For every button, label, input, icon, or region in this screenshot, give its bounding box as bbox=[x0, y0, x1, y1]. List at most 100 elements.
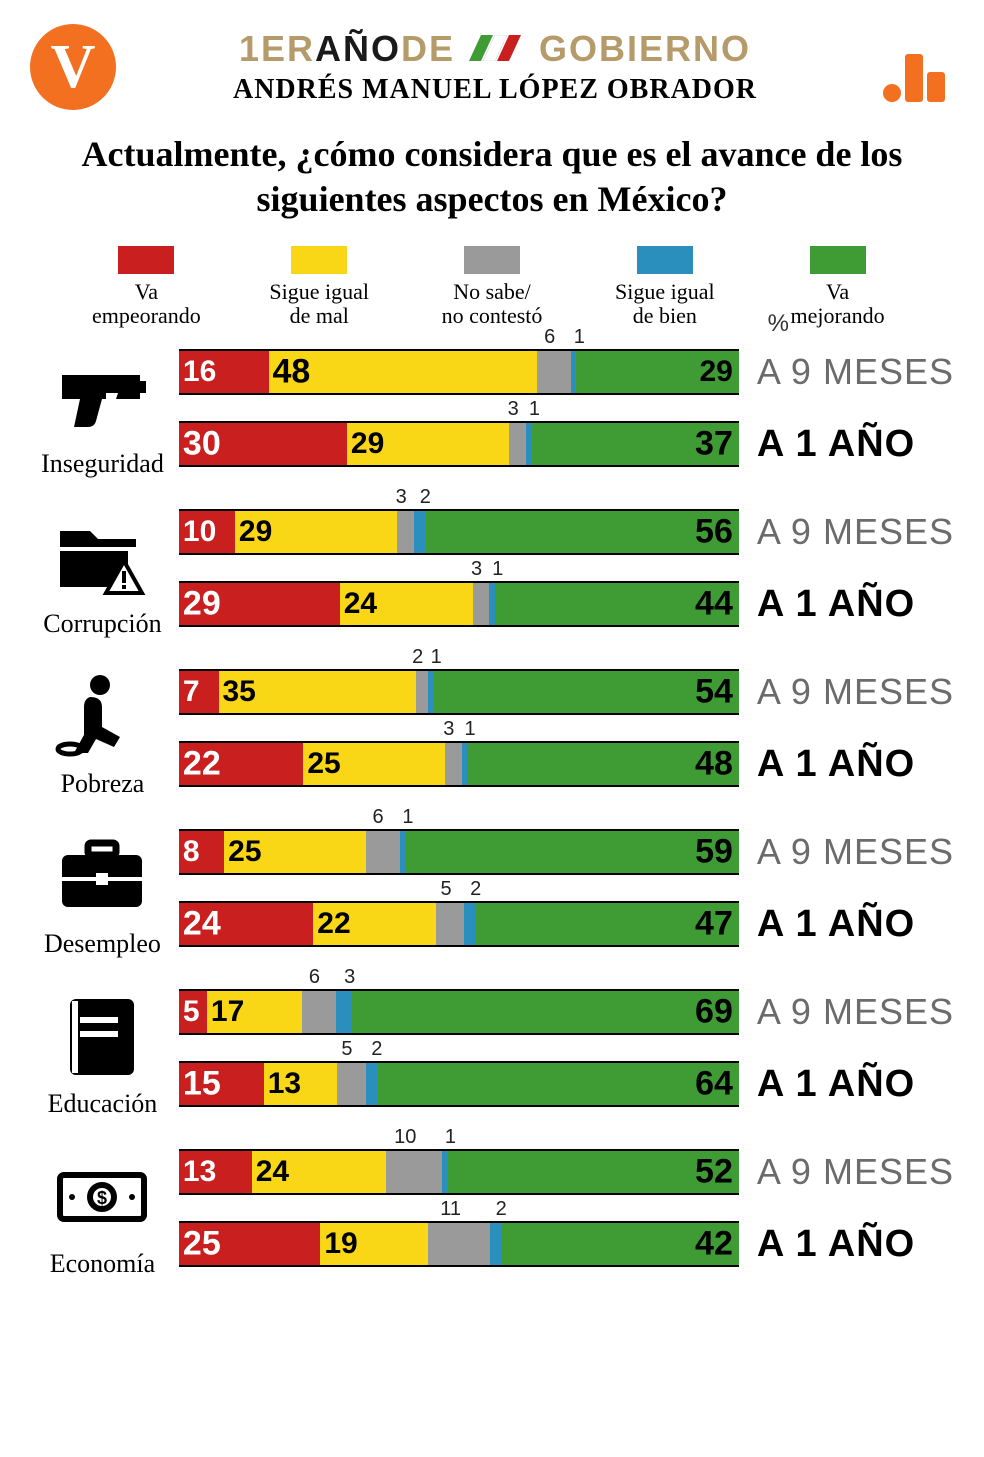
bar-segment: 52 bbox=[448, 1151, 739, 1193]
bar-segment: 25 bbox=[224, 831, 365, 873]
segment-value-end: 37 bbox=[695, 425, 733, 464]
segment-value-top: 6 bbox=[544, 326, 555, 349]
bar-segment: 10 bbox=[386, 1151, 442, 1193]
legend-swatch bbox=[464, 246, 520, 274]
bar-line: 5176369A 9 MESES bbox=[175, 986, 954, 1038]
topic-bars: 132410152A 9 MESES251911242A 1 AÑO bbox=[175, 1136, 954, 1290]
bar-segment: 24 bbox=[340, 583, 473, 625]
legend-label: Vaempeorando bbox=[60, 280, 233, 328]
bar-segment: 10 bbox=[179, 511, 235, 553]
topic-bars: 8256159A 9 MESES24225247A 1 AÑO bbox=[175, 816, 954, 970]
bar-segment: 6 bbox=[537, 351, 571, 393]
segment-value: 16 bbox=[183, 355, 216, 389]
topic-left: Corrupción bbox=[30, 507, 175, 639]
topic-left: Desempleo bbox=[30, 827, 175, 959]
segment-value: 10 bbox=[183, 515, 216, 549]
segment-value: 22 bbox=[183, 745, 221, 784]
segment-value: 7 bbox=[183, 675, 200, 709]
segment-value: 8 bbox=[183, 835, 200, 869]
segment-value: 22 bbox=[317, 907, 350, 941]
bar-segment: 3 bbox=[445, 743, 462, 785]
bar-segment: 25 bbox=[179, 1223, 320, 1265]
topic-row: $Economía132410152A 9 MESES251911242A 1 … bbox=[30, 1136, 954, 1290]
bar-segment: 24 bbox=[252, 1151, 386, 1193]
period-label: A 9 MESES bbox=[757, 671, 954, 713]
legend: VaempeorandoSigue igualde malNo sabe/no … bbox=[60, 246, 924, 328]
topic-row: Inseguridad%16486129A 9 MESES30293137A 1… bbox=[30, 336, 954, 490]
bar-line: 15135264A 1 AÑO bbox=[175, 1058, 954, 1110]
bar-segment: 2 bbox=[366, 1063, 377, 1105]
bar-line: 10293256A 9 MESES bbox=[175, 506, 954, 558]
title-top: 1ERAÑODE GOBIERNO bbox=[126, 28, 864, 74]
briefcase-icon bbox=[30, 827, 175, 927]
bar-segment: 48 bbox=[269, 351, 538, 393]
bar-stack: 251911242 bbox=[179, 1221, 739, 1267]
topic-left: Pobreza bbox=[30, 667, 175, 799]
segment-value: 24 bbox=[256, 1155, 289, 1189]
segment-value-top: 3 bbox=[443, 718, 454, 741]
bar-line: 8256159A 9 MESES bbox=[175, 826, 954, 878]
bar-line: 251911242 A 1 AÑO bbox=[175, 1218, 954, 1270]
segment-value-top: 1 bbox=[431, 646, 442, 669]
segment-value-end: 64 bbox=[695, 1065, 733, 1104]
legend-swatch bbox=[118, 246, 174, 274]
segment-value: 24 bbox=[183, 905, 221, 944]
book-icon bbox=[30, 987, 175, 1087]
legend-item: Vaempeorando bbox=[60, 246, 233, 328]
logo-right-icon bbox=[874, 32, 954, 102]
logo-left: V bbox=[30, 24, 116, 110]
segment-value: 25 bbox=[228, 835, 261, 869]
bar-segment: 30 bbox=[179, 423, 347, 465]
segment-value-top: 3 bbox=[508, 398, 519, 421]
title-part1: 1ER bbox=[239, 28, 315, 69]
bar-segment: 44 bbox=[495, 583, 739, 625]
bar-segment: 16 bbox=[179, 351, 269, 393]
segment-value-top: 6 bbox=[373, 806, 384, 829]
topic-row: Pobreza7352154A 9 MESES22253148A 1 AÑO bbox=[30, 656, 954, 810]
bar-segment: 3 bbox=[473, 583, 490, 625]
bar-segment: 5 bbox=[337, 1063, 365, 1105]
period-label: A 9 MESES bbox=[757, 1151, 954, 1193]
segment-value: 29 bbox=[183, 585, 221, 624]
bar-segment: 37 bbox=[532, 423, 739, 465]
segment-value: 35 bbox=[223, 675, 256, 709]
bar-segment: 2 bbox=[464, 903, 475, 945]
segment-value: 19 bbox=[324, 1227, 357, 1261]
segment-value-end: 48 bbox=[695, 745, 733, 784]
topic-name: Desempleo bbox=[30, 929, 175, 959]
bar-segment: 3 bbox=[397, 511, 414, 553]
segment-value-end: 56 bbox=[695, 513, 733, 552]
segment-value-top: 2 bbox=[470, 878, 481, 901]
bar-stack: 5176369 bbox=[179, 989, 739, 1035]
bar-line: 7352154A 9 MESES bbox=[175, 666, 954, 718]
segment-value: 13 bbox=[268, 1067, 301, 1101]
segment-value-top: 1 bbox=[574, 326, 585, 349]
segment-value: 48 bbox=[273, 353, 311, 392]
segment-value-end: 69 bbox=[695, 993, 733, 1032]
bar-line: 30293137A 1 AÑO bbox=[175, 418, 954, 470]
segment-value-end: 44 bbox=[695, 585, 733, 624]
bar-segment: 54 bbox=[433, 671, 738, 713]
period-label: A 1 AÑO bbox=[757, 1223, 915, 1266]
legend-item: No sabe/no contestó bbox=[406, 246, 579, 328]
bar-segment: 6 bbox=[302, 991, 336, 1033]
topic-name: Educación bbox=[30, 1089, 175, 1119]
period-label: A 9 MESES bbox=[757, 511, 954, 553]
period-label: A 9 MESES bbox=[757, 351, 954, 393]
segment-value: 5 bbox=[183, 995, 200, 1029]
segment-value-top: 3 bbox=[471, 558, 482, 581]
bar-stack: 16486129 bbox=[179, 349, 739, 395]
segment-value-top: 10 bbox=[394, 1126, 416, 1149]
period-label: A 1 AÑO bbox=[757, 903, 915, 946]
subtitle: ANDRÉS MANUEL LÓPEZ OBRADOR bbox=[126, 74, 864, 106]
segment-value: 25 bbox=[307, 747, 340, 781]
bar-segment: 3 bbox=[509, 423, 526, 465]
svg-text:$: $ bbox=[97, 1188, 107, 1208]
bar-stack: 22253148 bbox=[179, 741, 739, 787]
segment-value-top: 1 bbox=[402, 806, 413, 829]
bar-line: 132410152A 9 MESES bbox=[175, 1146, 954, 1198]
chart-area: Inseguridad%16486129A 9 MESES30293137A 1… bbox=[30, 336, 954, 1290]
segment-value: 13 bbox=[183, 1155, 216, 1189]
bar-segment: 15 bbox=[179, 1063, 264, 1105]
bar-segment: 6 bbox=[366, 831, 400, 873]
